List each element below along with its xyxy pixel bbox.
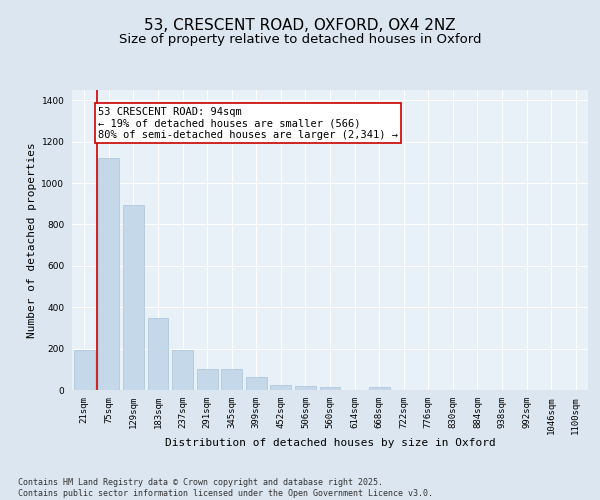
Text: Contains HM Land Registry data © Crown copyright and database right 2025.
Contai: Contains HM Land Registry data © Crown c… [18,478,433,498]
Text: 53, CRESCENT ROAD, OXFORD, OX4 2NZ: 53, CRESCENT ROAD, OXFORD, OX4 2NZ [144,18,456,32]
Text: 53 CRESCENT ROAD: 94sqm
← 19% of detached houses are smaller (566)
80% of semi-d: 53 CRESCENT ROAD: 94sqm ← 19% of detache… [98,106,398,140]
Bar [320,387,340,390]
Bar [197,370,218,390]
Text: Size of property relative to detached houses in Oxford: Size of property relative to detached ho… [119,32,481,46]
Bar [246,376,267,390]
Bar [148,318,169,390]
Bar [98,158,119,390]
Bar [172,350,193,390]
Bar [221,370,242,390]
Bar [271,385,292,390]
Bar [74,350,95,390]
Bar [295,386,316,390]
X-axis label: Distribution of detached houses by size in Oxford: Distribution of detached houses by size … [164,438,496,448]
Bar [123,205,144,390]
Bar [368,387,389,390]
Y-axis label: Number of detached properties: Number of detached properties [27,142,37,338]
